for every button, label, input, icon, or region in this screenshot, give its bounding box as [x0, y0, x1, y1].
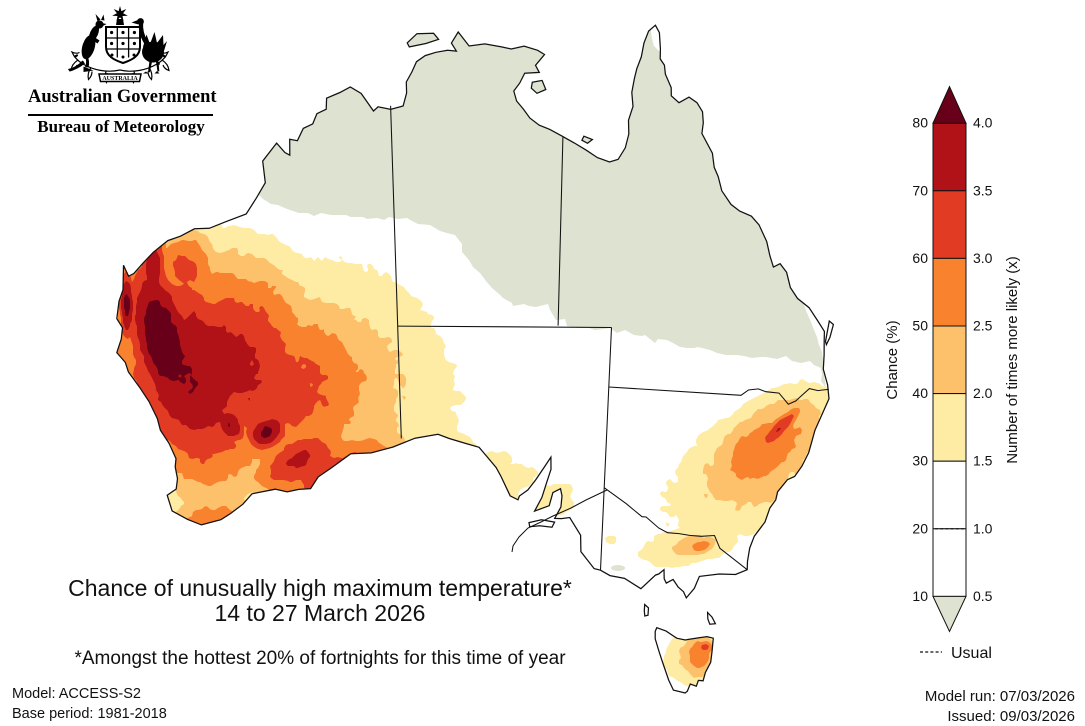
- svg-text:30: 30: [912, 453, 928, 469]
- svg-text:10: 10: [912, 588, 928, 604]
- svg-text:4.0: 4.0: [973, 115, 993, 131]
- svg-text:Chance (%): Chance (%): [884, 320, 901, 399]
- svg-text:2.0: 2.0: [973, 385, 993, 401]
- svg-text:70: 70: [912, 182, 928, 198]
- svg-text:3.0: 3.0: [973, 250, 993, 266]
- svg-text:3.5: 3.5: [973, 182, 993, 198]
- svg-text:2.5: 2.5: [973, 318, 993, 334]
- svg-text:AUSTRALIA: AUSTRALIA: [102, 76, 138, 82]
- svg-text:Number of times more likely (x: Number of times more likely (x): [1004, 256, 1021, 464]
- svg-text:50: 50: [912, 318, 928, 334]
- svg-text:0.5: 0.5: [973, 588, 993, 604]
- svg-text:40: 40: [912, 385, 928, 401]
- svg-text:80: 80: [912, 115, 928, 131]
- svg-text:60: 60: [912, 250, 928, 266]
- svg-text:1.5: 1.5: [973, 453, 993, 469]
- svg-text:20: 20: [912, 520, 928, 536]
- svg-text:Usual: Usual: [951, 645, 992, 662]
- svg-text:1.0: 1.0: [973, 520, 993, 536]
